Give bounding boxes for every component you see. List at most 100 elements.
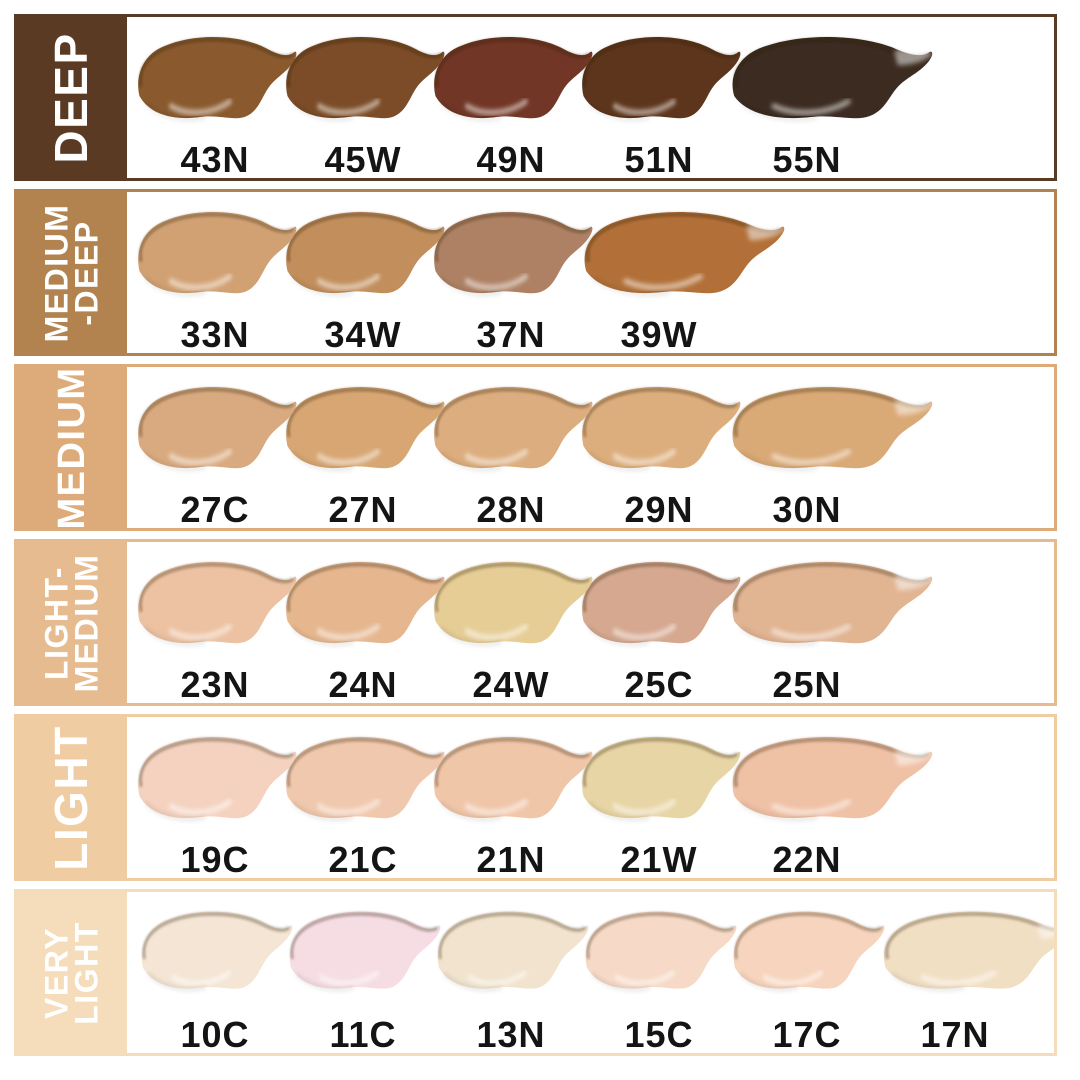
foundation-smear [429, 904, 589, 1016]
shade-row-deep: DEEP 43N 45W 49N 51N 55N [14, 14, 1057, 181]
shade-code-label: 24W [472, 664, 550, 703]
shade-code-label: 23N [180, 664, 250, 703]
shade-swatch [425, 379, 593, 497]
shade-swatch [129, 729, 297, 847]
shade-swatch [129, 204, 297, 322]
shade-row-light: LIGHT 19C 21C 21N 21W 22N [14, 714, 1057, 881]
shade-swatch [573, 379, 741, 497]
foundation-smear [277, 29, 445, 147]
shade-swatch [873, 904, 1054, 1016]
foundation-smear [129, 729, 297, 847]
shade-row-medium: MEDIUM 27C 27N 28N 29N 30N [14, 364, 1057, 531]
foundation-smear [573, 379, 741, 497]
shade-swatch [425, 554, 593, 672]
foundation-smear [277, 204, 445, 322]
category-label: LIGHT [45, 724, 98, 871]
shade-swatch [277, 729, 445, 847]
shade-code-label: 37N [476, 314, 546, 353]
swatch-area: 10C 11C 13N 15C 17C 17N [127, 892, 1054, 1053]
category-label: MEDIUM -DEEP [38, 203, 105, 342]
category-label: LIGHT- MEDIUM [38, 553, 105, 692]
shade-code-label: 49N [476, 139, 546, 178]
shade-chart: DEEP 43N 45W 49N 51N 55N MEDIUM -DEEP 33N [14, 14, 1057, 1064]
shade-code-label: 19C [180, 839, 250, 878]
swatch-area: 19C 21C 21N 21W 22N [127, 717, 1054, 878]
shade-swatch [277, 29, 445, 147]
foundation-smear [725, 904, 885, 1016]
shade-row-very-light: VERY LIGHT 10C 11C 13N 15C 17C 17N [14, 889, 1057, 1056]
shade-code-label: 43N [180, 139, 250, 178]
shade-code-label: 15C [624, 1014, 694, 1053]
shade-code-label: 27N [328, 489, 398, 528]
shade-swatch [721, 379, 933, 497]
foundation-smear [277, 379, 445, 497]
foundation-smear [129, 554, 297, 672]
shade-code-label: 17N [920, 1014, 990, 1053]
shade-swatch [725, 904, 885, 1016]
foundation-smear [721, 554, 933, 672]
foundation-smear [721, 379, 933, 497]
shade-swatch [425, 204, 593, 322]
category-band: LIGHT- MEDIUM [17, 542, 127, 703]
shade-swatch [277, 379, 445, 497]
shade-swatch [281, 904, 441, 1016]
foundation-smear [573, 29, 741, 147]
shade-code-label: 45W [324, 139, 402, 178]
category-label: VERY LIGHT [38, 920, 105, 1025]
shade-row-light-medium: LIGHT- MEDIUM 23N 24N 24W 25C 25N [14, 539, 1057, 706]
shade-swatch [573, 204, 785, 322]
shade-swatch [277, 554, 445, 672]
shade-code-label: 28N [476, 489, 546, 528]
shade-code-label: 30N [772, 489, 842, 528]
shade-swatch [277, 204, 445, 322]
category-band: MEDIUM [17, 366, 127, 529]
foundation-smear [577, 904, 737, 1016]
shade-code-label: 34W [324, 314, 402, 353]
shade-row-medium-deep: MEDIUM -DEEP 33N 34W 37N 39W [14, 189, 1057, 356]
shade-swatch [573, 729, 741, 847]
foundation-smear [425, 29, 593, 147]
shade-code-label: 51N [624, 139, 694, 178]
shade-code-label: 13N [476, 1014, 546, 1053]
shade-code-label: 55N [772, 139, 842, 178]
foundation-smear [425, 204, 593, 322]
category-band: MEDIUM -DEEP [17, 192, 127, 353]
shade-swatch [129, 554, 297, 672]
shade-swatch [721, 29, 933, 147]
shade-swatch [129, 29, 297, 147]
shade-swatch [425, 29, 593, 147]
foundation-smear [573, 204, 785, 322]
foundation-smear [573, 554, 741, 672]
foundation-smear [277, 729, 445, 847]
shade-code-label: 24N [328, 664, 398, 703]
foundation-smear [425, 729, 593, 847]
foundation-smear [873, 904, 1054, 1016]
category-band: VERY LIGHT [17, 892, 127, 1053]
shade-swatch [425, 729, 593, 847]
foundation-smear [133, 904, 293, 1016]
category-band: DEEP [17, 17, 127, 178]
shade-code-label: 11C [329, 1014, 397, 1053]
shade-swatch [721, 554, 933, 672]
shade-code-label: 21C [328, 839, 398, 878]
shade-code-label: 10C [180, 1014, 250, 1053]
swatch-area: 23N 24N 24W 25C 25N [127, 542, 1054, 703]
shade-code-label: 33N [180, 314, 250, 353]
shade-code-label: 21W [620, 839, 698, 878]
shade-swatch [721, 729, 933, 847]
foundation-smear [721, 29, 933, 147]
swatch-area: 27C 27N 28N 29N 30N [127, 367, 1054, 528]
swatch-area: 33N 34W 37N 39W [127, 192, 1054, 353]
foundation-smear [721, 729, 933, 847]
shade-code-label: 21N [476, 839, 546, 878]
shade-swatch [429, 904, 589, 1016]
shade-swatch [129, 379, 297, 497]
foundation-smear [425, 554, 593, 672]
shade-swatch [577, 904, 737, 1016]
foundation-smear [425, 379, 593, 497]
foundation-smear [129, 379, 297, 497]
foundation-smear [129, 204, 297, 322]
foundation-smear [281, 904, 441, 1016]
foundation-smear [277, 554, 445, 672]
category-band: LIGHT [17, 717, 127, 878]
